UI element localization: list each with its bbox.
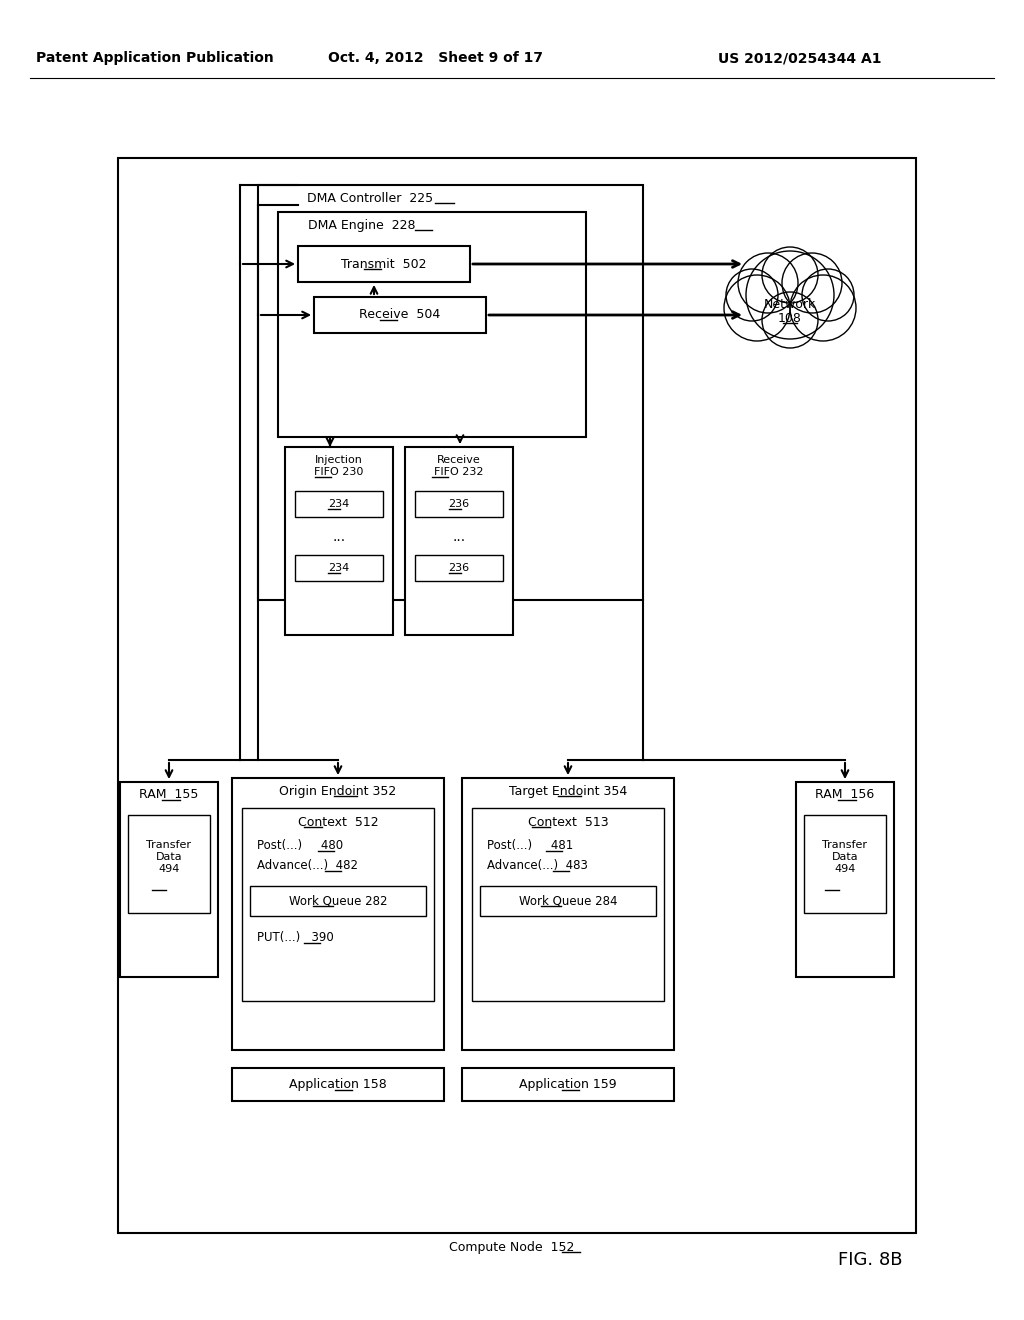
Circle shape (790, 275, 856, 341)
Text: ...: ... (333, 531, 345, 544)
Text: Transfer
Data
494: Transfer Data 494 (822, 841, 867, 874)
Text: ...: ... (453, 531, 466, 544)
Circle shape (802, 269, 854, 321)
Bar (406, 447, 513, 635)
Bar (242, 808, 434, 1001)
Text: Origin Endoint 352: Origin Endoint 352 (280, 784, 396, 797)
Bar (118, 158, 916, 1233)
Text: 236: 236 (449, 564, 470, 573)
Text: Injection: Injection (315, 455, 362, 465)
Circle shape (724, 275, 790, 341)
Circle shape (762, 292, 818, 348)
Bar (480, 886, 656, 916)
Circle shape (738, 253, 798, 313)
Circle shape (762, 247, 818, 304)
Bar (232, 777, 444, 1049)
Bar (120, 781, 218, 977)
Text: US 2012/0254344 A1: US 2012/0254344 A1 (718, 51, 882, 65)
Text: Target Endoint 354: Target Endoint 354 (509, 784, 627, 797)
Bar (278, 213, 586, 437)
Text: DMA Engine  228: DMA Engine 228 (308, 219, 416, 231)
Text: DMA Controller  225: DMA Controller 225 (307, 191, 433, 205)
Bar (804, 814, 886, 913)
Bar (295, 491, 383, 517)
Text: Application 159: Application 159 (519, 1078, 616, 1092)
Text: Context  513: Context 513 (527, 816, 608, 829)
Bar (128, 814, 210, 913)
Text: Advance(...)  482: Advance(...) 482 (257, 859, 358, 873)
Bar (462, 777, 674, 1049)
Circle shape (746, 251, 834, 339)
Text: RAM  155: RAM 155 (139, 788, 199, 801)
Text: Application 158: Application 158 (289, 1078, 387, 1092)
Text: Post(...)     480: Post(...) 480 (257, 840, 343, 853)
Text: FIFO 232: FIFO 232 (434, 467, 483, 477)
Text: Receive  504: Receive 504 (359, 309, 440, 322)
Bar (285, 447, 393, 635)
Text: Work Queue 282: Work Queue 282 (289, 895, 387, 908)
Text: Transmit  502: Transmit 502 (341, 257, 427, 271)
Bar (314, 297, 486, 333)
Text: PUT(...)   390: PUT(...) 390 (257, 932, 334, 945)
Bar (258, 185, 643, 601)
Text: Context  512: Context 512 (298, 816, 378, 829)
Text: Receive: Receive (437, 455, 481, 465)
Circle shape (782, 253, 842, 313)
Bar (415, 554, 503, 581)
Text: FIFO 230: FIFO 230 (314, 467, 364, 477)
Bar (415, 491, 503, 517)
Text: RAM  156: RAM 156 (815, 788, 874, 801)
Text: Advance(...)  483: Advance(...) 483 (487, 859, 588, 873)
Bar (796, 781, 894, 977)
Text: FIG. 8B: FIG. 8B (838, 1251, 902, 1269)
Text: Patent Application Publication: Patent Application Publication (36, 51, 273, 65)
Text: Compute Node  152: Compute Node 152 (450, 1241, 574, 1254)
Bar (295, 554, 383, 581)
Text: Network: Network (764, 298, 816, 312)
Bar (472, 808, 664, 1001)
Text: Post(...)     481: Post(...) 481 (487, 840, 573, 853)
Text: 236: 236 (449, 499, 470, 510)
Text: 234: 234 (329, 564, 349, 573)
Bar (250, 886, 426, 916)
Bar (232, 1068, 444, 1101)
Text: Oct. 4, 2012   Sheet 9 of 17: Oct. 4, 2012 Sheet 9 of 17 (328, 51, 543, 65)
Text: Work Queue 284: Work Queue 284 (519, 895, 617, 908)
Text: 108: 108 (778, 312, 802, 325)
Bar (298, 246, 470, 282)
Bar (462, 1068, 674, 1101)
Circle shape (726, 269, 778, 321)
Text: 234: 234 (329, 499, 349, 510)
Text: Transfer
Data
494: Transfer Data 494 (146, 841, 191, 874)
